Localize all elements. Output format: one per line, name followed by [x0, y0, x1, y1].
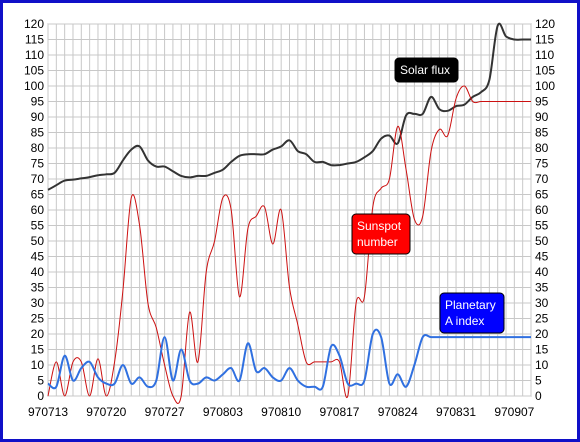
y-tick-label-left: 15	[31, 343, 45, 357]
x-axis: 970713 970720 970727 970803 970810 970817 9708…	[28, 405, 535, 419]
x-tick-label: 970713	[28, 405, 68, 419]
label-text: A index	[445, 314, 484, 328]
label-text: Solar flux	[400, 63, 450, 77]
y-tick-label-right: 0	[535, 389, 542, 403]
y-tick-label-left: 75	[31, 157, 45, 171]
y-tick-label-right: 40	[535, 265, 549, 279]
y-tick-label-left: 0	[37, 389, 44, 403]
series-label-sunspot-number: Sunspot number	[351, 213, 411, 255]
series-label-solar-flux: Solar flux	[394, 57, 459, 83]
y-tick-label-left: 40	[31, 265, 45, 279]
y-tick-label-left: 110	[25, 48, 44, 62]
y-tick-label-left: 105	[24, 64, 44, 78]
y-tick-label-right: 70	[535, 172, 549, 186]
x-tick-label: 970824	[378, 405, 418, 419]
y-tick-label-left: 20	[31, 327, 45, 341]
series-line-solar-flux	[47, 22, 531, 191]
y-tick-label-right: 65	[535, 188, 549, 202]
x-tick-label: 970803	[203, 405, 243, 419]
series-labels: Solar flux Sunspot number Planetary A index	[351, 57, 505, 334]
label-text: number	[357, 235, 398, 249]
series-lines	[47, 22, 531, 404]
y-tick-label-left: 70	[31, 172, 45, 186]
label-box	[351, 213, 411, 255]
y-tick-label-right: 110	[535, 48, 554, 62]
y-tick-label-right: 90	[535, 110, 549, 124]
y-tick-label-left: 100	[24, 79, 44, 93]
y-tick-label-right: 100	[535, 79, 555, 93]
x-tick-label: 970720	[86, 405, 126, 419]
label-box	[439, 292, 505, 334]
y-tick-label-left: 35	[31, 281, 45, 295]
y-tick-label-left: 45	[31, 250, 45, 264]
y-tick-label-left: 60	[31, 203, 45, 217]
y-tick-label-right: 80	[535, 141, 549, 155]
x-tick-label: 970817	[319, 405, 359, 419]
y-tick-label-left: 90	[31, 110, 45, 124]
y-tick-label-left: 50	[31, 234, 45, 248]
y-tick-label-right: 50	[535, 234, 549, 248]
y-tick-label-right: 15	[535, 343, 549, 357]
y-tick-label-left: 80	[31, 141, 45, 155]
label-box	[394, 57, 459, 83]
y-tick-label-left: 115	[25, 33, 44, 47]
y-tick-label-right: 60	[535, 203, 549, 217]
y-tick-label-right: 95	[535, 95, 549, 109]
y-tick-label-left: 25	[31, 312, 45, 326]
y-tick-label-right: 85	[535, 126, 549, 140]
x-tick-label: 970810	[261, 405, 301, 419]
y-tick-label-left: 65	[31, 188, 45, 202]
y-tick-label-left: 30	[31, 296, 45, 310]
line-chart: 0510152025303540455055606570758085909510…	[24, 17, 555, 419]
y-tick-label-right: 30	[535, 296, 549, 310]
y-tick-label-right: 10	[535, 358, 549, 372]
y-tick-label-left: 55	[31, 219, 45, 233]
y-tick-label-right: 35	[535, 281, 549, 295]
y-tick-label-left: 120	[24, 17, 44, 31]
y-tick-label-right: 25	[535, 312, 549, 326]
x-tick-label: 970831	[436, 405, 476, 419]
x-tick-label: 970907	[494, 405, 534, 419]
y-tick-label-left: 5	[37, 374, 44, 388]
grid-lines	[47, 23, 532, 397]
label-text: Sunspot	[357, 219, 402, 233]
label-text: Planetary	[445, 298, 496, 312]
y-tick-label-right: 120	[535, 17, 555, 31]
y-tick-label-left: 85	[31, 126, 45, 140]
y-tick-label-right: 20	[535, 327, 549, 341]
y-tick-label-left: 10	[31, 358, 45, 372]
y-tick-label-right: 5	[535, 374, 542, 388]
y-tick-label-right: 105	[535, 64, 555, 78]
y-tick-label-left: 95	[31, 95, 45, 109]
x-tick-label: 970727	[145, 405, 185, 419]
series-line-sunspot-number	[47, 85, 531, 404]
series-label-planetary-a-index: Planetary A index	[439, 292, 505, 334]
y-tick-label-right: 55	[535, 219, 549, 233]
y-tick-label-right: 45	[535, 250, 549, 264]
series-line-planetary-a-index	[47, 328, 531, 391]
y-tick-label-right: 75	[535, 157, 549, 171]
y-tick-label-right: 115	[535, 33, 554, 47]
